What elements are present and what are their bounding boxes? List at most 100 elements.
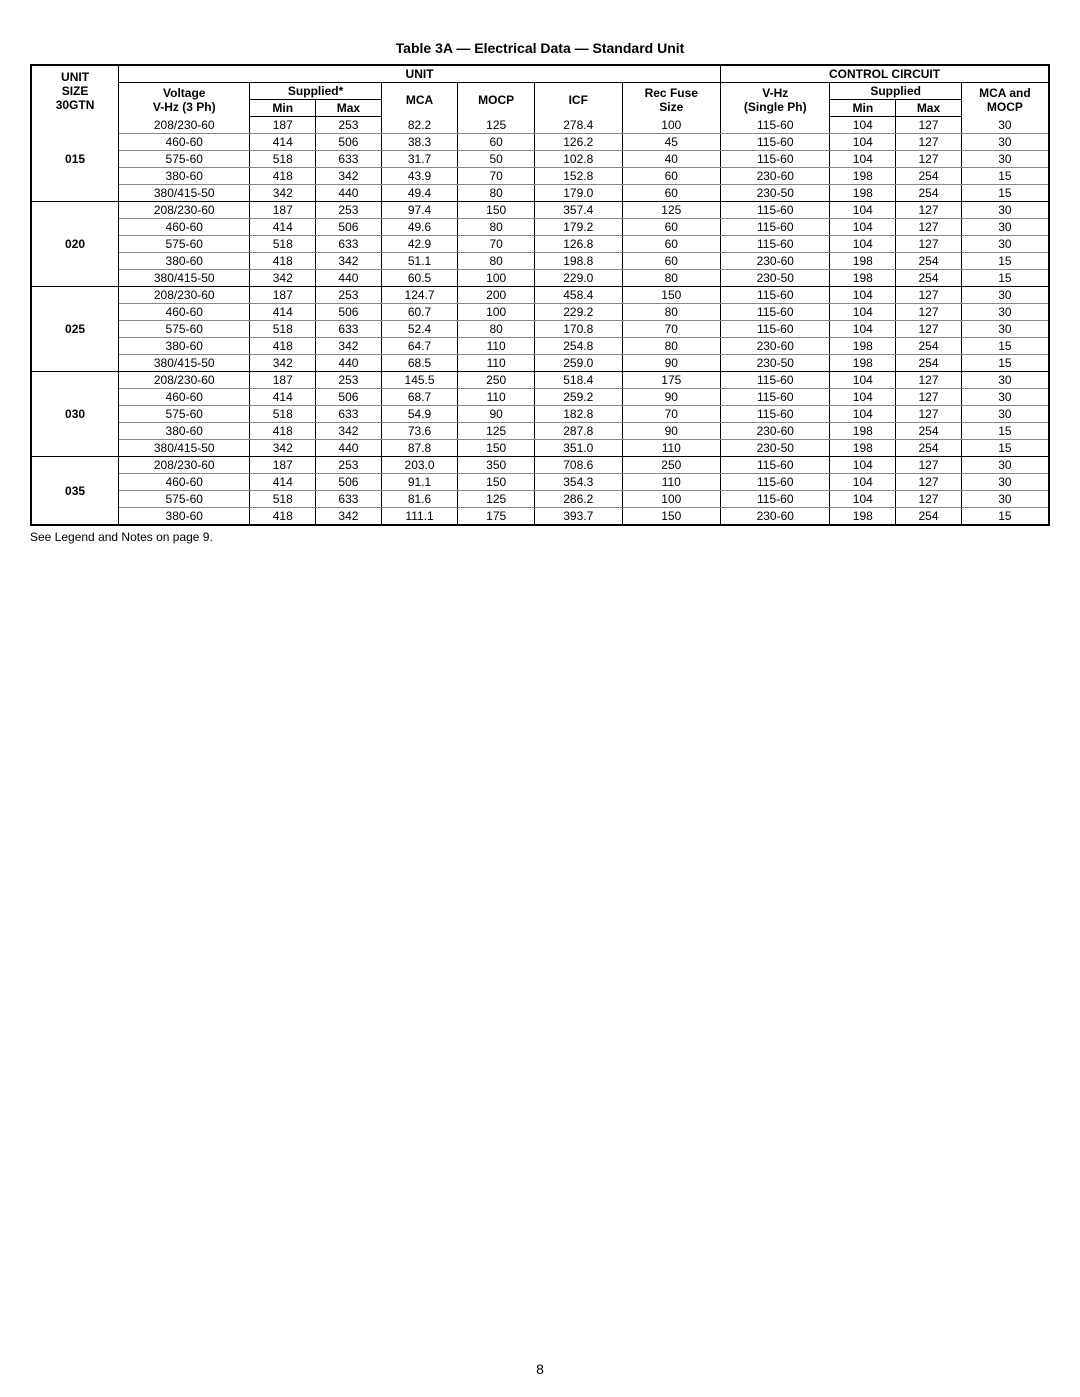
data-cell: 198 [830,270,896,287]
data-cell: 182.8 [534,406,622,423]
data-cell: 68.5 [381,355,458,372]
data-cell: 82.2 [381,117,458,134]
footnote: See Legend and Notes on page 9. [30,530,1050,544]
data-cell: 30 [961,474,1049,491]
data-cell: 518 [250,236,316,253]
data-cell: 633 [316,491,382,508]
data-cell: 125 [622,202,721,219]
data-cell: 80 [458,321,535,338]
hdr-unit-group: UNIT [119,65,721,83]
data-cell: 150 [622,287,721,304]
data-cell: 127 [896,457,962,474]
data-cell: 30 [961,287,1049,304]
data-cell: 440 [316,185,382,202]
data-cell: 150 [458,202,535,219]
data-cell: 38.3 [381,134,458,151]
data-cell: 518.4 [534,372,622,389]
data-cell: 460-60 [119,474,250,491]
data-cell: 342 [250,270,316,287]
data-cell: 100 [622,117,721,134]
data-cell: 68.7 [381,389,458,406]
data-cell: 229.2 [534,304,622,321]
data-cell: 104 [830,406,896,423]
data-cell: 380/415-50 [119,440,250,457]
data-cell: 414 [250,474,316,491]
data-cell: 230-50 [721,270,830,287]
data-cell: 357.4 [534,202,622,219]
data-cell: 575-60 [119,151,250,168]
data-cell: 15 [961,355,1049,372]
data-cell: 179.0 [534,185,622,202]
data-cell: 104 [830,117,896,134]
data-cell: 198.8 [534,253,622,270]
data-cell: 253 [316,202,382,219]
data-cell: 414 [250,389,316,406]
data-cell: 70 [622,406,721,423]
data-cell: 15 [961,440,1049,457]
data-cell: 90 [622,423,721,440]
data-cell: 380-60 [119,508,250,526]
data-cell: 31.7 [381,151,458,168]
data-cell: 254 [896,270,962,287]
data-cell: 30 [961,321,1049,338]
data-cell: 230-60 [721,168,830,185]
data-cell: 15 [961,270,1049,287]
data-cell: 342 [316,338,382,355]
data-cell: 125 [458,117,535,134]
data-cell: 115-60 [721,236,830,253]
data-cell: 254 [896,508,962,526]
data-cell: 150 [458,440,535,457]
data-cell: 115-60 [721,134,830,151]
data-cell: 60 [622,219,721,236]
table-title: Table 3A — Electrical Data — Standard Un… [30,40,1050,56]
data-cell: 380/415-50 [119,185,250,202]
data-cell: 230-50 [721,440,830,457]
data-cell: 342 [316,168,382,185]
data-cell: 100 [622,491,721,508]
data-cell: 342 [250,355,316,372]
data-cell: 40 [622,151,721,168]
data-cell: 102.8 [534,151,622,168]
data-cell: 198 [830,168,896,185]
data-cell: 342 [316,253,382,270]
data-cell: 286.2 [534,491,622,508]
data-cell: 250 [622,457,721,474]
data-cell: 414 [250,304,316,321]
data-cell: 127 [896,236,962,253]
data-cell: 187 [250,117,316,134]
unit-size-cell: 030 [31,372,119,457]
data-cell: 43.9 [381,168,458,185]
data-cell: 115-60 [721,389,830,406]
hdr-icf: ICF [534,83,622,117]
data-cell: 104 [830,457,896,474]
hdr-recfuse: Rec FuseSize [622,83,721,117]
electrical-data-table: UNIT SIZE 30GTN UNIT CONTROL CIRCUIT Vol… [30,64,1050,526]
data-cell: 575-60 [119,491,250,508]
data-cell: 170.8 [534,321,622,338]
data-cell: 254 [896,168,962,185]
data-cell: 104 [830,236,896,253]
data-cell: 115-60 [721,372,830,389]
data-cell: 380-60 [119,338,250,355]
data-cell: 458.4 [534,287,622,304]
hdr-supplied-min: Min [250,100,316,117]
data-cell: 30 [961,457,1049,474]
data-cell: 259.2 [534,389,622,406]
data-cell: 127 [896,372,962,389]
data-cell: 30 [961,304,1049,321]
data-cell: 230-60 [721,338,830,355]
data-cell: 60 [458,134,535,151]
data-cell: 198 [830,185,896,202]
data-cell: 60 [622,168,721,185]
data-cell: 80 [622,338,721,355]
data-cell: 127 [896,202,962,219]
hdr-mca: MCA [381,83,458,117]
data-cell: 253 [316,457,382,474]
data-cell: 15 [961,338,1049,355]
data-cell: 90 [622,355,721,372]
data-cell: 208/230-60 [119,287,250,304]
data-cell: 15 [961,253,1049,270]
data-cell: 230-50 [721,355,830,372]
data-cell: 127 [896,219,962,236]
data-cell: 287.8 [534,423,622,440]
